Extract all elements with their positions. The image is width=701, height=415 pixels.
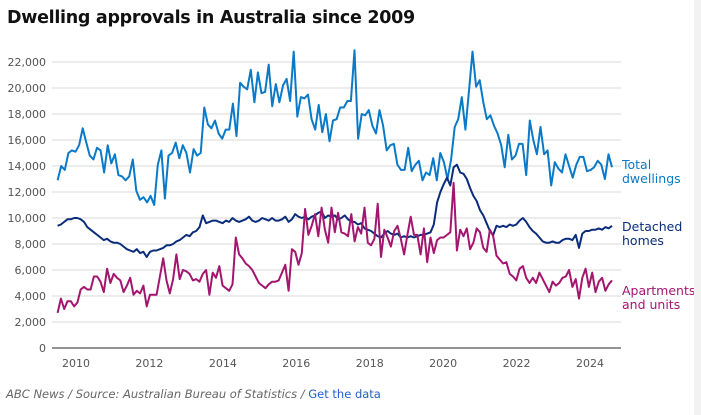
chart-title: Dwelling approvals in Australia since 20… <box>7 8 415 28</box>
legend-apartments-units: Apartments and units <box>622 284 701 312</box>
x-tick-label: 2010 <box>62 357 90 370</box>
legend-label: Total dwellings <box>622 157 681 186</box>
y-tick-label: 12,000 <box>8 186 47 199</box>
series-line-total-dwellings <box>56 49 613 206</box>
series-line-detached-homes <box>57 163 613 258</box>
legend-label: Apartments and units <box>622 283 696 312</box>
y-tick-label: 10,000 <box>8 212 47 225</box>
legend-total-dwellings: Total dwellings <box>622 158 701 186</box>
y-tick-label: 4,000 <box>15 290 47 303</box>
y-tick-label: 22,000 <box>8 56 47 69</box>
y-tick-label: 8,000 <box>15 238 47 251</box>
x-tick-label: 2018 <box>356 357 384 370</box>
y-tick-label: 0 <box>39 342 46 355</box>
y-tick-label: 14,000 <box>8 160 47 173</box>
page-scrollbar[interactable] <box>694 0 701 415</box>
x-axis-ticks: 2010 2012 2014 2016 2018 2020 2022 2024 <box>62 357 604 370</box>
y-tick-label: 16,000 <box>8 134 47 147</box>
y-tick-label: 2,000 <box>15 316 47 329</box>
legend-label: Detached homes <box>622 219 683 248</box>
source-text: ABC News / Source: Australian Bureau of … <box>6 387 309 401</box>
x-tick-label: 2022 <box>503 357 531 370</box>
chart-footer: ABC News / Source: Australian Bureau of … <box>6 387 381 401</box>
x-tick-label: 2016 <box>282 357 310 370</box>
series-line-apartments-and-units <box>56 181 613 314</box>
y-tick-label: 6,000 <box>15 264 47 277</box>
x-tick-label: 2014 <box>209 357 237 370</box>
series-lines <box>56 49 613 314</box>
get-the-data-link[interactable]: Get the data <box>308 387 381 401</box>
y-tick-label: 18,000 <box>8 108 47 121</box>
x-tick-label: 2012 <box>135 357 163 370</box>
y-tick-label: 20,000 <box>8 82 47 95</box>
gridlines <box>52 61 621 349</box>
line-chart: 0 2,000 4,000 6,000 8,000 10,000 12,000 14,000 1… <box>8 49 621 370</box>
legend-detached-homes: Detached homes <box>622 220 701 248</box>
x-tick-label: 2020 <box>429 357 457 370</box>
y-axis-ticks: 0 2,000 4,000 6,000 8,000 10,000 12,000 14,000 1… <box>8 56 47 355</box>
x-tick-label: 2024 <box>576 357 604 370</box>
